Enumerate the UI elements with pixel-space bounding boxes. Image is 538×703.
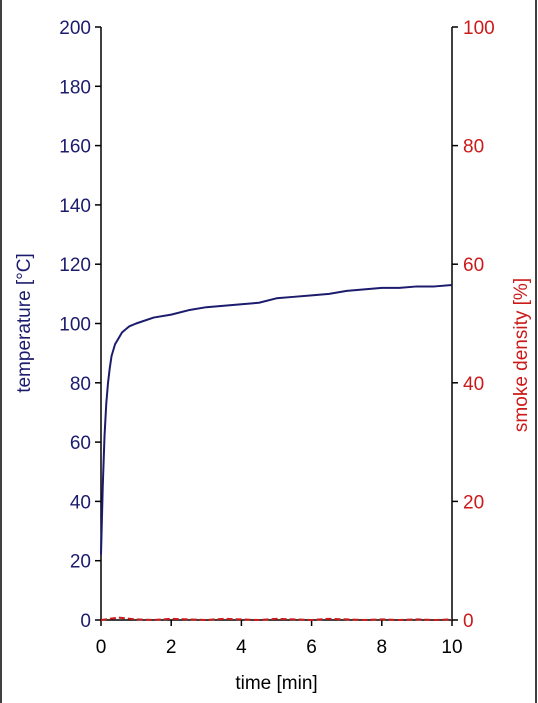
left-y-tick-label: 100 xyxy=(59,315,91,336)
left-y-tick-label: 0 xyxy=(80,611,91,632)
right-y-axis-label: smoke density [%] xyxy=(511,278,532,432)
right-y-tick-label: 20 xyxy=(463,492,484,513)
x-tick-label: 2 xyxy=(166,637,177,658)
left-y-axis-label: temperature [°C] xyxy=(14,253,35,393)
left-y-tick-label: 20 xyxy=(70,552,91,573)
x-axis-label: time [min] xyxy=(235,673,317,694)
left-y-tick-label: 80 xyxy=(70,374,91,395)
temperature-series-line xyxy=(100,283,453,555)
x-tick-label: 10 xyxy=(441,637,462,658)
right-y-tick-label: 80 xyxy=(463,137,484,158)
right-y-tick-label: 60 xyxy=(463,255,484,276)
x-tick-label: 4 xyxy=(236,637,247,658)
right-y-tick-label: 100 xyxy=(463,18,495,39)
ticks-layer: 0 20 40 60 80 100 120 140 160 180 200 0 20 40 60 80 100 0… xyxy=(59,18,494,658)
x-tick-label: 8 xyxy=(377,637,388,658)
left-y-tick-label: 180 xyxy=(59,77,91,98)
x-tick-label: 0 xyxy=(96,637,107,658)
left-y-tick-label: 160 xyxy=(59,137,91,158)
left-y-tick-label: 40 xyxy=(70,492,91,513)
smoke-density-series-line xyxy=(100,616,453,622)
temperature-series-trace xyxy=(100,284,453,555)
x-tick-label: 6 xyxy=(306,637,317,658)
left-y-tick-label: 200 xyxy=(59,18,91,39)
left-y-tick-label: 140 xyxy=(59,196,91,217)
right-y-tick-label: 40 xyxy=(463,374,484,395)
left-y-tick-label: 60 xyxy=(70,433,91,454)
series-layer xyxy=(100,283,453,622)
left-y-tick-label: 120 xyxy=(59,255,91,276)
right-y-tick-label: 0 xyxy=(463,611,474,632)
